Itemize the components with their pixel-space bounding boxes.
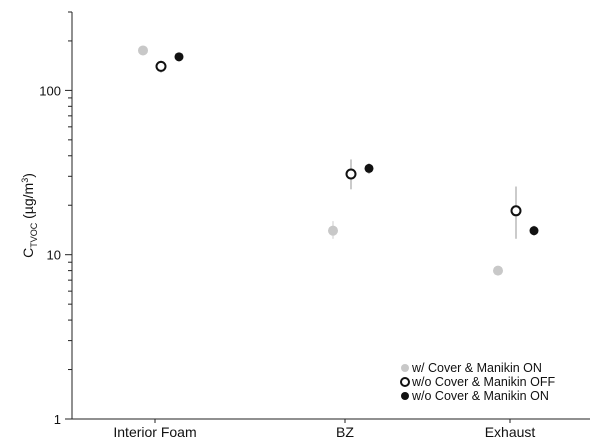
- data-point-light: [328, 225, 338, 236]
- data-marks: [138, 45, 539, 276]
- data-point-open: [345, 168, 357, 180]
- legend-label: w/ Cover & Manikin ON: [411, 361, 542, 375]
- y-axis-title: CTVOC (µg/m3): [20, 173, 39, 258]
- legend-label: w/o Cover & Manikin OFF: [411, 375, 555, 389]
- data-point-light: [493, 265, 503, 276]
- y-tick-label: 100: [39, 83, 61, 98]
- legend: w/ Cover & Manikin ONw/o Cover & Manikin…: [400, 361, 555, 403]
- plot-background: [72, 12, 590, 419]
- x-tick-label: Exhaust: [485, 424, 536, 440]
- axes: 1 10 100 Interior Foam BZ Exhaust: [39, 11, 590, 440]
- legend-marker-filled: [401, 392, 409, 400]
- data-point-open: [155, 60, 167, 72]
- data-point-open: [510, 205, 522, 217]
- y-tick-label: 1: [54, 412, 61, 427]
- data-point-filled: [174, 52, 184, 62]
- legend-label: w/o Cover & Manikin ON: [411, 389, 549, 403]
- data-point-filled: [529, 226, 539, 236]
- x-tick-label: Interior Foam: [113, 424, 196, 440]
- plot-area: [72, 12, 590, 419]
- data-point-light: [138, 45, 148, 56]
- data-point-filled: [364, 163, 374, 173]
- x-tick-label: BZ: [336, 424, 354, 440]
- y-tick-label: 10: [47, 248, 61, 263]
- legend-marker-light: [401, 364, 409, 372]
- legend-marker-open: [400, 377, 410, 387]
